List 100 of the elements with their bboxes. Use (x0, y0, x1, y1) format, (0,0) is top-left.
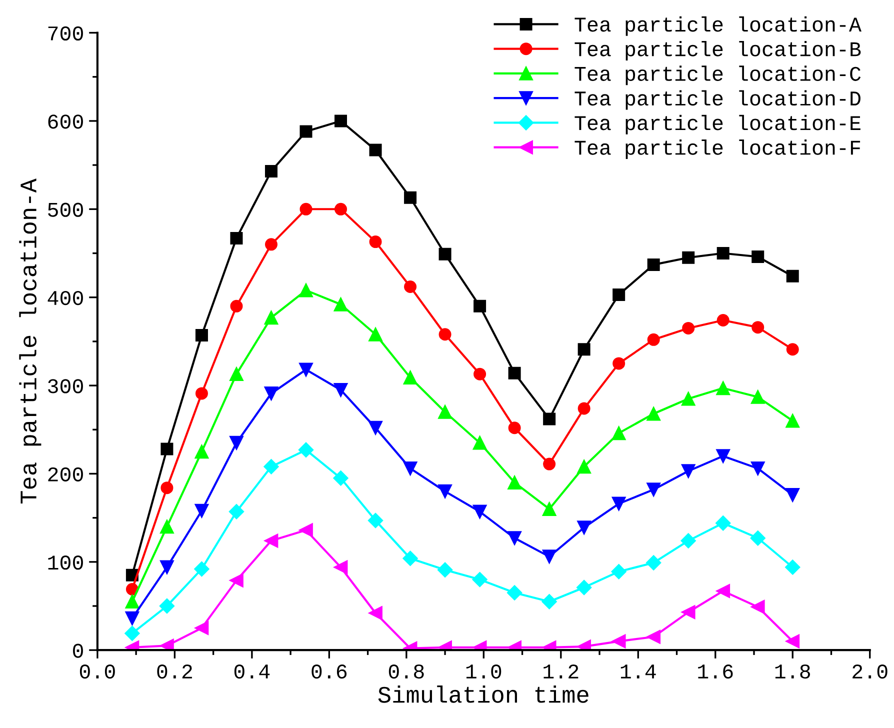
point (543, 412, 556, 426)
point (438, 248, 452, 260)
point (264, 310, 278, 325)
point (334, 382, 348, 397)
point (264, 164, 278, 178)
point (368, 606, 382, 620)
point (646, 555, 662, 570)
legend-label: Tea particle location-F (574, 140, 860, 159)
point (647, 258, 660, 271)
point (612, 496, 626, 511)
point (195, 329, 208, 342)
point (403, 370, 418, 385)
point (612, 634, 626, 648)
point (160, 442, 174, 456)
point (160, 520, 174, 534)
point (298, 442, 314, 458)
point (334, 202, 348, 216)
point (646, 482, 661, 497)
point (472, 572, 488, 588)
point (230, 573, 244, 588)
point (578, 402, 590, 415)
point (750, 600, 765, 614)
point (194, 504, 209, 518)
point (786, 488, 800, 502)
point (369, 236, 382, 248)
point (334, 297, 348, 312)
x-tick-label: 0.0 (80, 664, 115, 679)
x-axis-title: Simulation time (378, 685, 588, 703)
y-tick-label: 0 (73, 644, 83, 658)
point (612, 288, 626, 301)
point (752, 321, 764, 334)
point (786, 634, 800, 648)
point (682, 322, 695, 334)
point (299, 523, 313, 538)
point (437, 562, 453, 578)
point (230, 436, 244, 450)
point (612, 426, 626, 440)
point (474, 300, 486, 312)
point (472, 436, 487, 450)
x-tick-label: 0.4 (234, 664, 270, 679)
point (716, 314, 730, 327)
point (230, 367, 244, 382)
point (160, 560, 174, 574)
point (752, 250, 764, 264)
y-tick-label: 200 (48, 467, 83, 482)
point (785, 560, 800, 575)
point (750, 530, 766, 546)
point (577, 520, 592, 534)
point (125, 611, 140, 626)
point (716, 246, 730, 260)
point (578, 343, 590, 356)
x-tick-label: 1.6 (698, 664, 733, 679)
point (160, 638, 174, 650)
x-tick-label: 1.8 (775, 664, 810, 679)
point (508, 531, 522, 546)
point (716, 449, 730, 464)
point (334, 114, 348, 128)
point (542, 550, 556, 564)
point (716, 381, 730, 396)
point (438, 405, 452, 419)
y-tick-label: 400 (48, 290, 83, 306)
point (368, 327, 382, 342)
legend-label: Tea particle location-E (574, 114, 860, 134)
legend-label: Tea particle location-A (574, 16, 862, 36)
point (681, 605, 696, 620)
x-tick-label: 1.2 (544, 664, 578, 678)
x-tick-label: 0.6 (312, 664, 347, 679)
point (159, 598, 175, 614)
point (506, 585, 522, 600)
point (786, 414, 800, 428)
point (194, 561, 210, 577)
point (577, 460, 592, 474)
point (438, 328, 452, 341)
point (264, 534, 278, 548)
point (716, 584, 730, 598)
point (438, 484, 452, 498)
point (195, 387, 208, 400)
point (682, 251, 695, 264)
x-tick-label: 1.0 (466, 664, 502, 679)
x-tick-label: 2.0 (852, 664, 888, 679)
point (474, 368, 486, 380)
point (472, 504, 487, 519)
x-tick-label: 0.2 (157, 664, 192, 679)
legend-label: Tea particle location-B (574, 41, 861, 60)
point (228, 504, 244, 520)
point (402, 550, 418, 566)
point (300, 125, 312, 138)
point (264, 459, 279, 474)
point (716, 516, 731, 531)
point (508, 422, 521, 434)
point (542, 502, 556, 516)
point (333, 470, 348, 486)
point (542, 594, 557, 610)
point (124, 626, 140, 641)
point (264, 238, 278, 251)
y-axis-title: Tea particle location-A (19, 178, 42, 504)
point (576, 580, 592, 596)
point (680, 533, 696, 548)
point (611, 564, 626, 580)
point (125, 594, 140, 609)
